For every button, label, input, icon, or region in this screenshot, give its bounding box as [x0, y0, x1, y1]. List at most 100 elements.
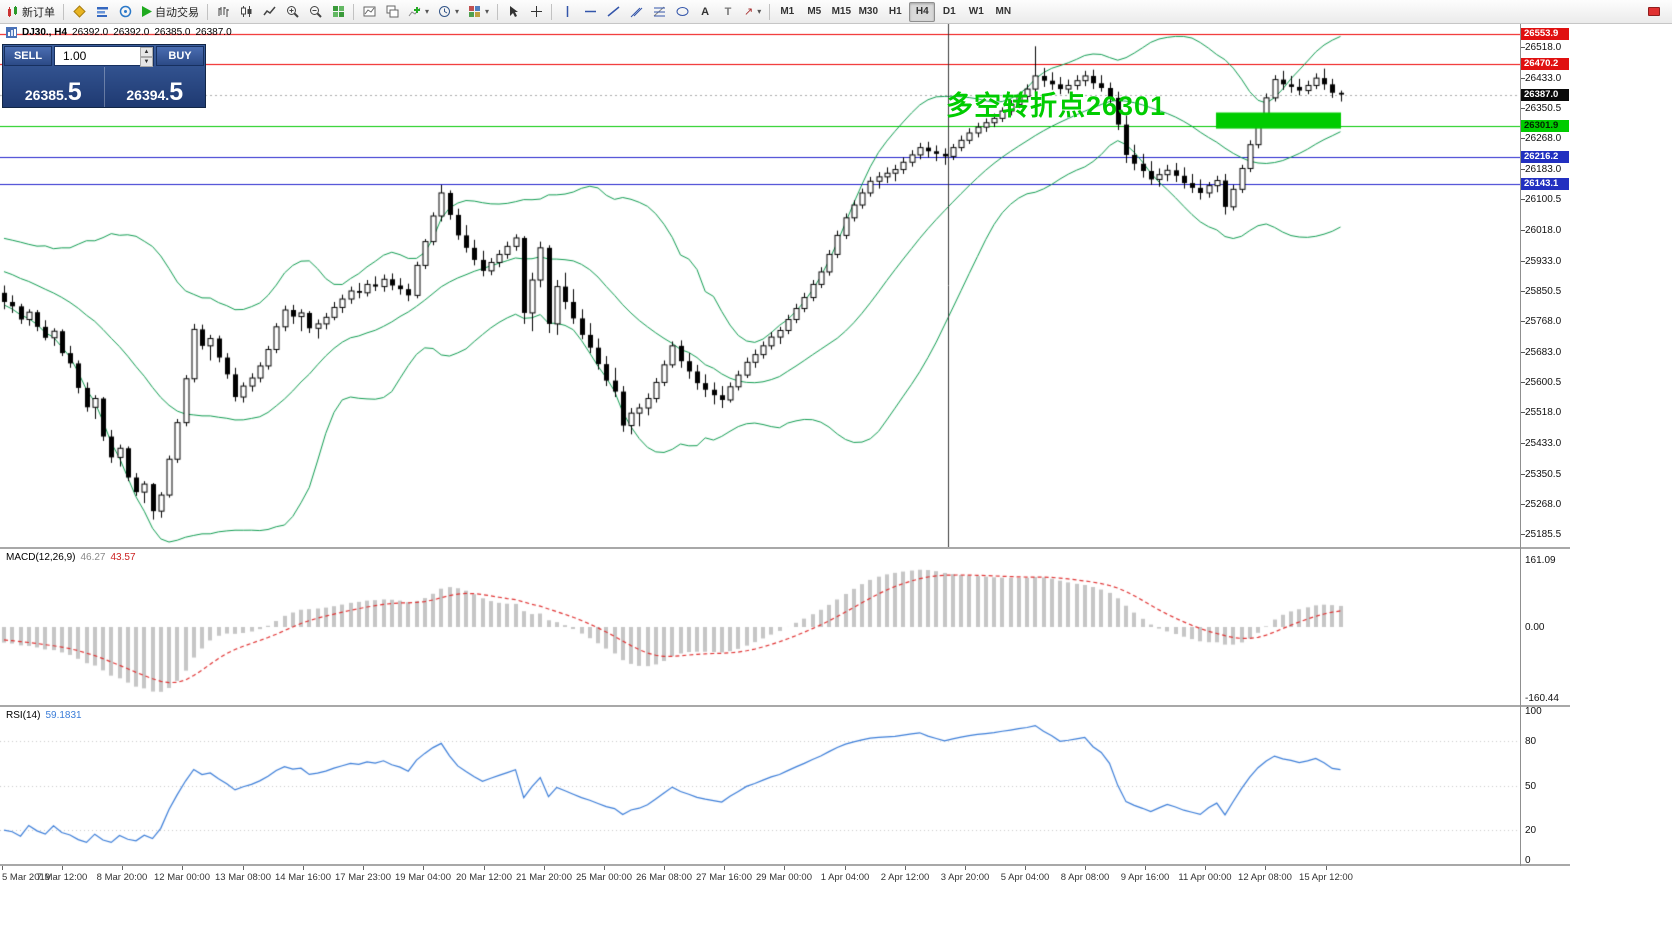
macd-scale-label: 161.09 [1525, 555, 1556, 566]
profiles-button[interactable] [68, 2, 90, 22]
horizontal-line-button[interactable] [579, 2, 601, 22]
price-tick-label: 26350.5 [1525, 102, 1562, 114]
ohlc-high: 26392.0 [113, 27, 150, 38]
price-tick-mark [1521, 504, 1525, 505]
crosshair-icon [530, 6, 542, 17]
new-order-button[interactable]: 新订单 [2, 2, 59, 22]
zoom-in-button[interactable] [281, 2, 303, 22]
indicators-button[interactable]: ▾ [404, 2, 433, 22]
cascade-windows-button[interactable] [381, 2, 403, 22]
timeframe-h4-button[interactable]: H4 [909, 1, 936, 22]
crosshair-button[interactable] [525, 2, 547, 22]
zoom-out-icon [309, 6, 322, 18]
label-button[interactable]: T [717, 2, 739, 22]
timeframe-m15-button[interactable]: M15 [828, 2, 854, 22]
fibonacci-button[interactable] [648, 2, 670, 22]
vertical-line-button[interactable] [556, 2, 578, 22]
profiles-icon [72, 5, 86, 18]
pane-separator[interactable] [0, 864, 1570, 866]
price-line-badge: 26301.9 [1521, 119, 1569, 132]
rsi-scale-label: 20 [1525, 825, 1537, 837]
volume-control[interactable]: 1.00 ▲ ▼ [54, 46, 154, 67]
navigator-icon [119, 5, 131, 18]
autotrade-button[interactable]: 自动交易 [137, 2, 203, 22]
macd-label: MACD(12,26,9) 46.27 43.57 [6, 552, 136, 563]
chevron-down-icon: ▾ [757, 7, 762, 16]
buy-button[interactable]: BUY [156, 46, 204, 66]
toolbar: 新订单 自动交易 ▾ ▾ ▾ A T ↗ ▾ M1 M5 M15 M30 H1 H… [0, 0, 1672, 24]
fibonacci-icon [653, 6, 665, 17]
zoom-out-button[interactable] [304, 2, 326, 22]
candlestick-button[interactable] [235, 2, 257, 22]
periods-button[interactable]: ▾ [434, 2, 463, 22]
sell-price[interactable]: 26385. 5 [3, 67, 105, 107]
annotation-text: 多空转折点26301 [946, 91, 1167, 121]
price-line-badge: 26143.1 [1521, 177, 1569, 190]
chevron-down-icon: ▾ [485, 7, 490, 16]
time-axis[interactable]: 5 Mar 2019 7 Mar 12:00 8 Mar 20:00 12 Mar 0… [0, 866, 1520, 888]
sell-button[interactable]: SELL [4, 46, 52, 66]
toolbar-separator [353, 3, 354, 20]
line-chart-button[interactable] [258, 2, 280, 22]
trendline-button[interactable] [602, 2, 624, 22]
cursor-button[interactable] [502, 2, 524, 22]
one-click-trading-panel: SELL 1.00 ▲ ▼ BUY 26385. 5 26394. 5 [2, 44, 206, 108]
toolbar-separator [769, 3, 771, 20]
bar-chart-button[interactable] [212, 2, 234, 22]
volume-decrease-button[interactable]: ▼ [140, 57, 153, 67]
time-tick-mark [1265, 866, 1266, 870]
price-scale[interactable]: 26518.0 26433.0 26350.5 26268.0 26183.0 26100… [1521, 24, 1581, 888]
time-axis-label: 21 Mar 20:00 [516, 872, 572, 883]
time-tick-mark [122, 866, 123, 870]
toolbar-separator [63, 3, 64, 20]
ohlc-open: 26392.0 [72, 27, 109, 38]
time-tick-mark [2, 866, 3, 870]
main-chart-canvas[interactable] [0, 24, 1520, 547]
price-tick-label: 25350.5 [1525, 468, 1562, 480]
candlestick-icon [240, 6, 251, 17]
volume-increase-button[interactable]: ▲ [140, 47, 153, 57]
price-tick-mark [1521, 261, 1525, 262]
price-tick-mark [1521, 474, 1525, 475]
time-tick-mark [62, 866, 63, 870]
news-icon[interactable] [1648, 7, 1660, 16]
timeframe-m1-button[interactable]: M1 [774, 2, 800, 22]
timeframe-mn-button[interactable]: MN [990, 2, 1016, 22]
timeframe-d1-button[interactable]: D1 [936, 2, 962, 22]
price-tick-mark [1521, 47, 1525, 48]
buy-price[interactable]: 26394. 5 [126, 78, 184, 106]
text-button[interactable]: A [694, 2, 716, 22]
tile-windows-icon [332, 6, 344, 17]
market-watch-button[interactable] [91, 2, 113, 22]
horizontal-line-icon [584, 10, 596, 13]
channel-button[interactable] [625, 2, 647, 22]
time-tick-mark [182, 866, 183, 870]
new-order-label: 新订单 [22, 6, 55, 19]
pane-separator[interactable] [0, 547, 1570, 549]
new-chart-button[interactable] [358, 2, 380, 22]
volume-value[interactable]: 1.00 [63, 49, 87, 63]
market-watch-icon [96, 7, 108, 17]
time-axis-label: 7 Mar 12:00 [36, 872, 88, 883]
timeframe-m30-button[interactable]: M30 [855, 2, 881, 22]
arrows-button[interactable]: ↗ ▾ [740, 2, 765, 22]
new-chart-icon [363, 6, 375, 17]
tile-windows-button[interactable] [327, 2, 349, 22]
timeframe-m5-button[interactable]: M5 [801, 2, 827, 22]
time-tick-mark [303, 866, 304, 870]
time-tick-mark [784, 866, 785, 870]
macd-canvas[interactable] [0, 549, 1520, 705]
navigator-button[interactable] [114, 2, 136, 22]
templates-button[interactable]: ▾ [464, 2, 493, 22]
timeframe-w1-button[interactable]: W1 [963, 2, 989, 22]
shapes-button[interactable] [671, 2, 693, 22]
time-axis-label: 5 Apr 04:00 [1000, 872, 1050, 883]
time-axis-label: 8 Apr 08:00 [1060, 872, 1110, 883]
ohlc-low: 26385.0 [154, 27, 191, 38]
time-axis-label: 3 Apr 20:00 [940, 872, 990, 883]
timeframe-h1-button[interactable]: H1 [882, 2, 908, 22]
pane-separator[interactable] [0, 705, 1570, 707]
current-price-badge: 26387.0 [1521, 88, 1569, 101]
price-line-badge: 26553.9 [1521, 27, 1569, 40]
rsi-canvas[interactable] [0, 707, 1520, 864]
